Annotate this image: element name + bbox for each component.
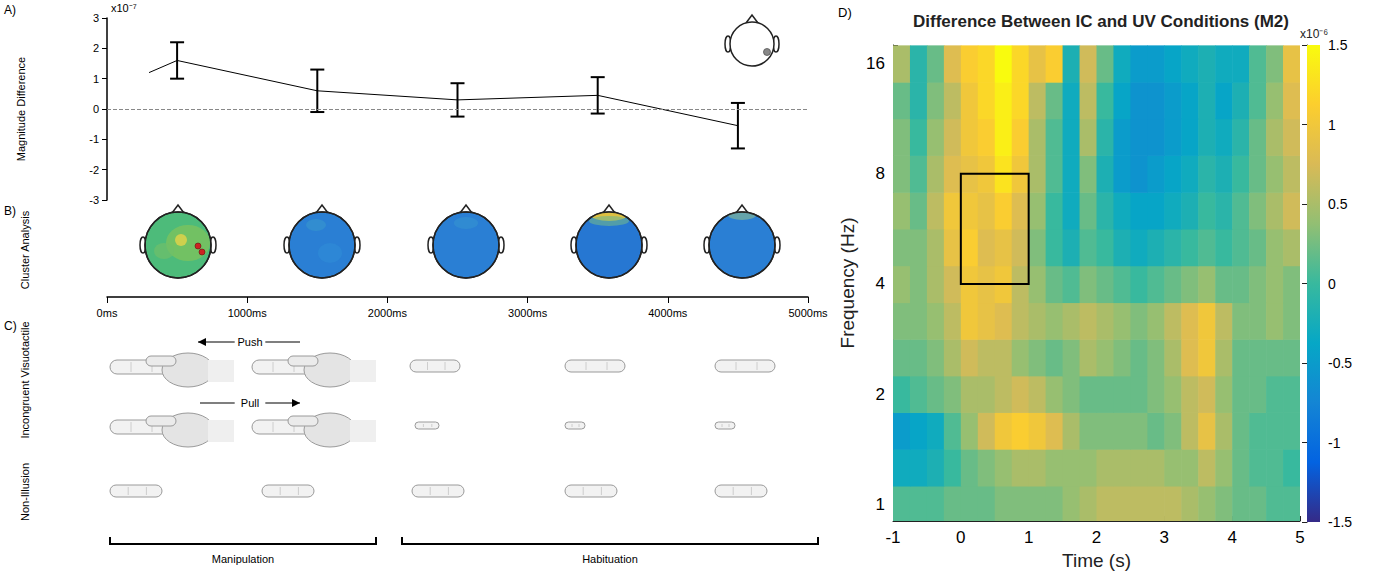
svg-text:0: 0 xyxy=(93,103,99,115)
svg-text:x10⁻⁷: x10⁻⁷ xyxy=(111,2,137,14)
svg-text:x10⁻⁶: x10⁻⁶ xyxy=(1300,27,1328,41)
svg-text:8: 8 xyxy=(876,164,885,183)
svg-text:1: 1 xyxy=(1328,117,1336,133)
svg-text:B): B) xyxy=(4,204,16,218)
svg-text:-2: -2 xyxy=(89,164,99,176)
svg-text:4000ms: 4000ms xyxy=(648,307,688,319)
svg-text:1000ms: 1000ms xyxy=(228,307,268,319)
svg-text:-0.5: -0.5 xyxy=(1328,355,1352,371)
svg-text:1: 1 xyxy=(1024,528,1033,547)
svg-text:0: 0 xyxy=(956,528,965,547)
svg-text:Difference Between IC and UV C: Difference Between IC and UV Conditions … xyxy=(913,12,1289,31)
svg-text:0.5: 0.5 xyxy=(1328,196,1348,212)
svg-text:-1.5: -1.5 xyxy=(1328,514,1352,530)
svg-text:-1: -1 xyxy=(89,133,99,145)
svg-text:-3: -3 xyxy=(89,194,99,206)
svg-text:1: 1 xyxy=(93,73,99,85)
svg-text:4: 4 xyxy=(876,274,885,293)
svg-text:C): C) xyxy=(4,319,17,333)
svg-text:3: 3 xyxy=(1160,528,1169,547)
svg-text:4: 4 xyxy=(1227,528,1236,547)
svg-text:Habituation: Habituation xyxy=(582,553,638,565)
svg-text:16: 16 xyxy=(866,54,885,73)
svg-text:A): A) xyxy=(4,3,16,17)
svg-text:3000ms: 3000ms xyxy=(508,307,548,319)
svg-text:1: 1 xyxy=(876,495,885,514)
svg-text:-1: -1 xyxy=(885,528,900,547)
svg-text:Cluster Analysis: Cluster Analysis xyxy=(19,210,31,289)
svg-text:5000ms: 5000ms xyxy=(788,307,828,319)
svg-text:D): D) xyxy=(838,5,852,20)
svg-text:-1: -1 xyxy=(1328,435,1341,451)
svg-text:3: 3 xyxy=(93,12,99,24)
svg-text:Frequency (Hz): Frequency (Hz) xyxy=(837,218,858,349)
svg-text:Non-Illusion: Non-Illusion xyxy=(19,463,31,521)
svg-text:Incongruent Visuotactile: Incongruent Visuotactile xyxy=(19,321,31,438)
svg-text:0: 0 xyxy=(1328,276,1336,292)
svg-text:1.5: 1.5 xyxy=(1328,37,1348,53)
svg-text:2000ms: 2000ms xyxy=(368,307,408,319)
svg-text:5: 5 xyxy=(1295,528,1304,547)
svg-text:2: 2 xyxy=(876,385,885,404)
svg-text:0ms: 0ms xyxy=(97,307,118,319)
svg-text:Push: Push xyxy=(237,336,262,348)
svg-text:Pull: Pull xyxy=(241,397,259,409)
svg-text:2: 2 xyxy=(1092,528,1101,547)
svg-text:2: 2 xyxy=(93,42,99,54)
svg-text:Manipulation: Manipulation xyxy=(212,553,274,565)
svg-text:Magnitude Difference: Magnitude Difference xyxy=(15,57,27,161)
svg-text:Time (s): Time (s) xyxy=(1062,550,1131,571)
